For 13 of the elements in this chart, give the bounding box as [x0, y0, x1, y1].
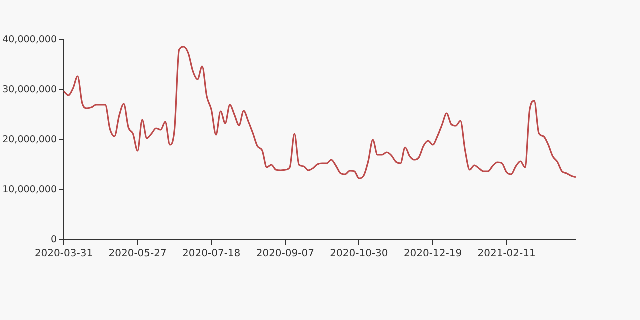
- x-tick-label: 2020-07-18: [182, 248, 241, 260]
- line-series: [63, 46, 577, 180]
- x-tick-label: 2020-05-27: [108, 248, 167, 260]
- y-tick-label: 30,000,000: [2, 84, 57, 96]
- x-tick-label: 2020-03-31: [34, 248, 94, 260]
- y-tick-label: 20,000,000: [2, 134, 57, 146]
- x-tick-label: 2021-02-11: [478, 248, 536, 260]
- x-tick-label: 2020-09-07: [256, 248, 314, 260]
- x-tick-label: 2020-12-19: [404, 248, 462, 260]
- y-tick-label: 10,000,000: [2, 184, 57, 196]
- y-tick-label: 0: [50, 234, 57, 246]
- x-tick-label: 2020-10-30: [330, 248, 388, 260]
- y-tick-label: 40,000,000: [2, 34, 57, 46]
